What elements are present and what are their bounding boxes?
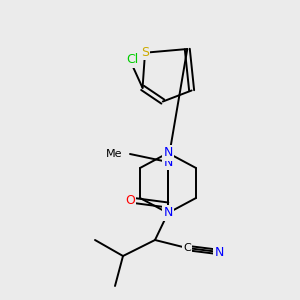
Text: S: S xyxy=(141,46,149,59)
Text: N: N xyxy=(163,206,173,220)
Text: N: N xyxy=(163,146,173,160)
Text: C: C xyxy=(183,243,191,253)
Text: N: N xyxy=(163,155,173,169)
Text: Me: Me xyxy=(106,149,122,159)
Text: O: O xyxy=(125,194,135,206)
Text: Cl: Cl xyxy=(126,53,139,66)
Text: N: N xyxy=(214,245,224,259)
